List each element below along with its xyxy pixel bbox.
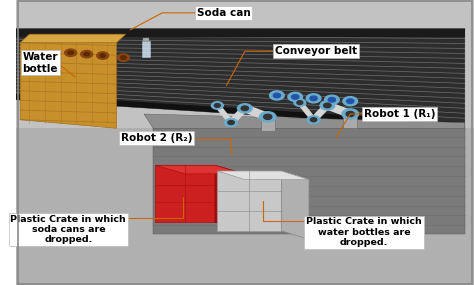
Circle shape bbox=[273, 93, 281, 98]
Polygon shape bbox=[20, 34, 126, 43]
Circle shape bbox=[64, 49, 77, 56]
Circle shape bbox=[264, 114, 272, 119]
Circle shape bbox=[306, 94, 321, 103]
Circle shape bbox=[288, 92, 302, 101]
Polygon shape bbox=[282, 171, 309, 239]
Text: Water
bottle: Water bottle bbox=[22, 52, 58, 74]
Polygon shape bbox=[155, 165, 245, 174]
Text: Conveyor belt: Conveyor belt bbox=[274, 46, 357, 56]
Circle shape bbox=[325, 95, 339, 104]
Circle shape bbox=[211, 102, 223, 109]
Circle shape bbox=[346, 99, 354, 103]
Circle shape bbox=[214, 103, 220, 107]
Circle shape bbox=[270, 91, 284, 100]
Text: Robot 2 (R₂): Robot 2 (R₂) bbox=[121, 133, 192, 143]
Circle shape bbox=[81, 50, 92, 58]
Polygon shape bbox=[16, 0, 474, 128]
Polygon shape bbox=[20, 43, 117, 128]
Polygon shape bbox=[155, 165, 215, 222]
Circle shape bbox=[320, 101, 335, 110]
Polygon shape bbox=[16, 94, 465, 128]
Text: Plastic Crate in which
soda cans are
dropped.: Plastic Crate in which soda cans are dro… bbox=[10, 215, 126, 244]
Circle shape bbox=[343, 97, 357, 106]
Bar bbox=[143, 38, 148, 41]
Circle shape bbox=[292, 95, 299, 99]
Circle shape bbox=[307, 116, 320, 124]
Circle shape bbox=[342, 109, 358, 119]
Circle shape bbox=[328, 97, 336, 102]
Circle shape bbox=[346, 111, 355, 117]
Circle shape bbox=[237, 104, 252, 113]
Circle shape bbox=[310, 96, 317, 101]
Circle shape bbox=[228, 121, 234, 125]
Polygon shape bbox=[215, 165, 245, 231]
Text: Robot 1 (R₁): Robot 1 (R₁) bbox=[364, 109, 436, 119]
Circle shape bbox=[294, 99, 306, 106]
Polygon shape bbox=[217, 171, 282, 231]
Polygon shape bbox=[16, 128, 474, 285]
Circle shape bbox=[68, 51, 73, 54]
Circle shape bbox=[118, 54, 129, 61]
Polygon shape bbox=[217, 171, 309, 180]
Text: Plastic Crate in which
water bottles are
dropped.: Plastic Crate in which water bottles are… bbox=[306, 217, 422, 247]
Circle shape bbox=[50, 54, 55, 57]
Circle shape bbox=[324, 103, 331, 108]
Bar bbox=[261, 117, 274, 131]
Circle shape bbox=[84, 52, 90, 56]
Circle shape bbox=[100, 54, 106, 57]
Circle shape bbox=[241, 106, 248, 111]
Circle shape bbox=[297, 101, 303, 104]
Bar bbox=[343, 113, 357, 128]
Circle shape bbox=[310, 118, 317, 122]
Polygon shape bbox=[16, 28, 465, 37]
Polygon shape bbox=[16, 28, 465, 128]
Text: Soda can: Soda can bbox=[197, 8, 250, 18]
Circle shape bbox=[259, 112, 276, 122]
Circle shape bbox=[120, 56, 126, 59]
Circle shape bbox=[46, 52, 58, 59]
Circle shape bbox=[225, 119, 237, 127]
Circle shape bbox=[97, 52, 109, 59]
Polygon shape bbox=[153, 128, 465, 234]
Bar bbox=[142, 41, 150, 57]
Polygon shape bbox=[144, 114, 465, 128]
